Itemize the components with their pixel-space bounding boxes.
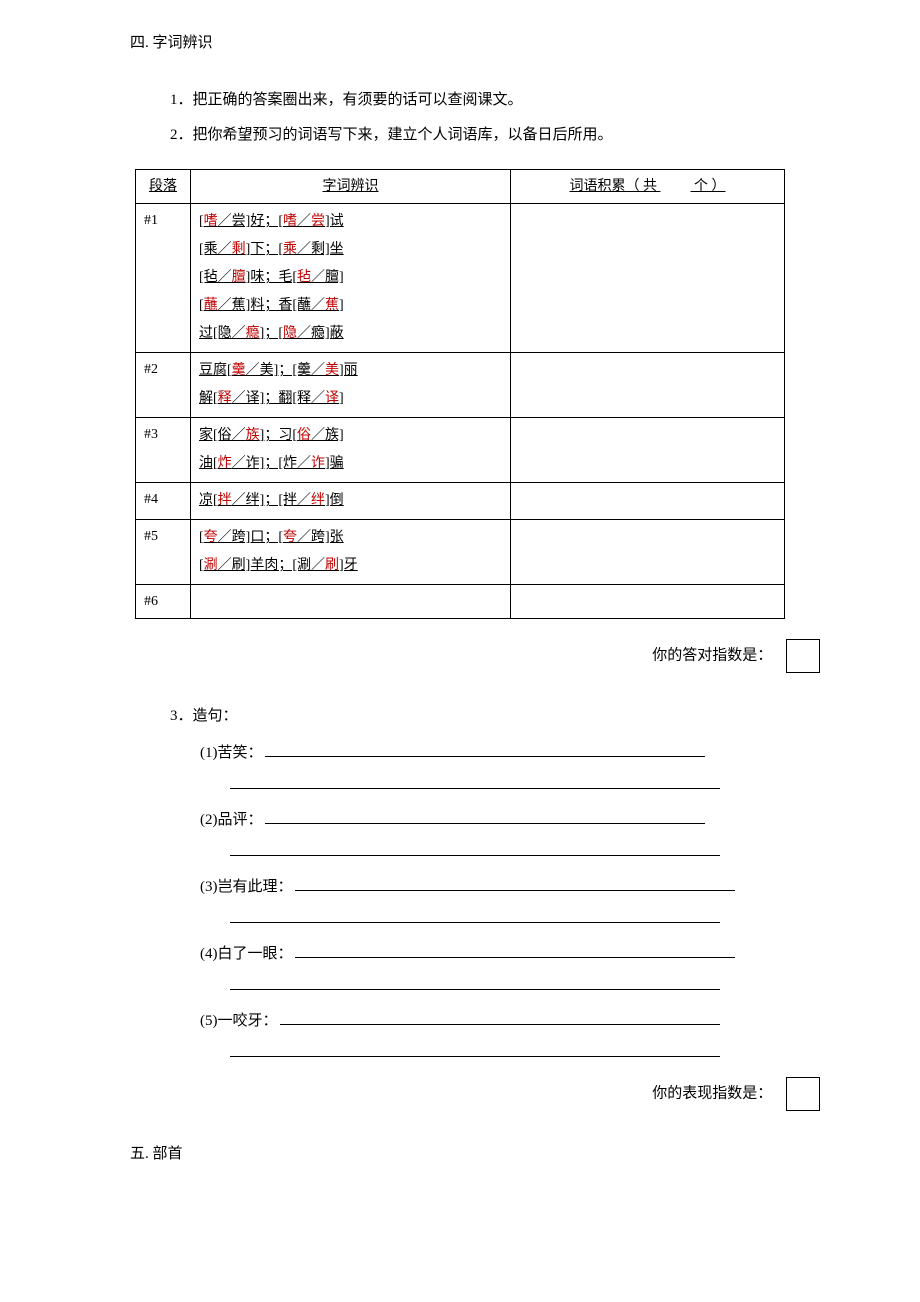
word-line: 凉[拌／绊]；[拌／绊]倒: [199, 487, 502, 515]
accum-cell[interactable]: [511, 483, 785, 520]
accum-cell[interactable]: [511, 585, 785, 619]
table-header-row: 段落 字词辨识 词语积累（ 共 个 ）: [136, 170, 785, 204]
word-line: [毡／膻]味；毛[毡／膻]: [199, 264, 502, 292]
sentence-label: (2)品评：: [200, 807, 263, 834]
table-row: #6: [136, 585, 785, 619]
segment-cell: #5: [136, 520, 191, 585]
sentence-heading: 3．造句：: [170, 703, 840, 730]
sentence-blank-continued[interactable]: [230, 771, 720, 789]
instruction-2: 2．把你希望预习的词语写下来，建立个人词语库，以备日后所用。: [170, 122, 840, 149]
score-label-1: 你的答对指数是：: [652, 648, 772, 664]
header-words: 字词辨识: [191, 170, 511, 204]
words-cell: 凉[拌／绊]；[拌／绊]倒: [191, 483, 511, 520]
words-cell: [191, 585, 511, 619]
score-box-2[interactable]: [786, 1077, 820, 1111]
sentence-blank-continued[interactable]: [230, 1039, 720, 1057]
segment-cell: #2: [136, 353, 191, 418]
sentence-blank[interactable]: [295, 876, 735, 891]
worksheet-page: 四. 字词辨识 1．把正确的答案圈出来，有须要的话可以查阅课文。 2．把你希望预…: [0, 0, 920, 1208]
sentence-label: (3)岂有此理：: [200, 874, 293, 901]
words-cell: [嗜／尝]好；[嗜／尝]试[乘／剩]下；[乘／剩]坐[毡／膻]味；毛[毡／膻][…: [191, 204, 511, 353]
section-4-heading: 四. 字词辨识: [130, 30, 840, 57]
instruction-1: 1．把正确的答案圈出来，有须要的话可以查阅课文。: [170, 87, 840, 114]
word-line: 解[释／译]；翻[释／译]: [199, 385, 502, 413]
score-line-2: 你的表现指数是：: [80, 1077, 840, 1111]
segment-cell: #6: [136, 585, 191, 619]
score-line-1: 你的答对指数是：: [80, 639, 840, 673]
segment-cell: #3: [136, 418, 191, 483]
segment-cell: #1: [136, 204, 191, 353]
score-box-1[interactable]: [786, 639, 820, 673]
table-row: #4 凉[拌／绊]；[拌／绊]倒: [136, 483, 785, 520]
sentence-item: (4)白了一眼：: [200, 941, 840, 990]
segment-cell: #4: [136, 483, 191, 520]
sentence-blank-continued[interactable]: [230, 905, 720, 923]
word-line: [乘／剩]下；[乘／剩]坐: [199, 236, 502, 264]
header-segment: 段落: [136, 170, 191, 204]
score-label-2: 你的表现指数是：: [652, 1086, 772, 1102]
word-line: [蘸／蕉]料；香[蘸／蕉]: [199, 292, 502, 320]
words-cell: 豆腐[羹／美]；[羹／美]丽解[释／译]；翻[释／译]: [191, 353, 511, 418]
accum-cell[interactable]: [511, 520, 785, 585]
sentence-label: (5)一咬牙：: [200, 1008, 278, 1035]
accum-cell[interactable]: [511, 204, 785, 353]
words-cell: 家[俗／族]；习[俗／族]油[炸／诈]；[炸／诈]骗: [191, 418, 511, 483]
word-line: 豆腐[羹／美]；[羹／美]丽: [199, 357, 502, 385]
word-line: 过[隐／瘾]；[隐／瘾]蔽: [199, 320, 502, 348]
sentence-blank[interactable]: [265, 809, 705, 824]
accum-cell[interactable]: [511, 353, 785, 418]
header-accum: 词语积累（ 共 个 ）: [511, 170, 785, 204]
sentence-label: (1)苦笑：: [200, 740, 263, 767]
header-accum-prefix: 词语积累（ 共: [570, 179, 658, 194]
sentence-block: 3．造句： (1)苦笑： (2)品评： (3)岂有此理： (4)白了一眼： (5)一咬牙…: [170, 703, 840, 1057]
word-line: [夸／跨]口；[夸／跨]张: [199, 524, 502, 552]
words-cell: [夸／跨]口；[夸／跨]张[涮／刷]羊肉；[涮／刷]牙: [191, 520, 511, 585]
sentence-blank[interactable]: [265, 742, 705, 757]
sentence-item: (5)一咬牙：: [200, 1008, 840, 1057]
word-line: [涮／刷]羊肉；[涮／刷]牙: [199, 552, 502, 580]
sentence-blank-continued[interactable]: [230, 972, 720, 990]
table-row: #2豆腐[羹／美]；[羹／美]丽解[释／译]；翻[释／译]: [136, 353, 785, 418]
table-row: #3家[俗／族]；习[俗／族]油[炸／诈]；[炸／诈]骗: [136, 418, 785, 483]
sentence-blank[interactable]: [280, 1010, 720, 1025]
sentence-blank[interactable]: [295, 943, 735, 958]
vocab-table: 段落 字词辨识 词语积累（ 共 个 ） #1[嗜／尝]好；[嗜／尝]试[乘／剩]…: [135, 169, 785, 619]
word-line: 油[炸／诈]；[炸／诈]骗: [199, 450, 502, 478]
accum-cell[interactable]: [511, 418, 785, 483]
sentence-blank-continued[interactable]: [230, 838, 720, 856]
section-5-heading: 五. 部首: [130, 1141, 840, 1168]
word-line: [嗜／尝]好；[嗜／尝]试: [199, 208, 502, 236]
sentence-item: (3)岂有此理：: [200, 874, 840, 923]
sentence-item: (2)品评：: [200, 807, 840, 856]
sentence-item: (1)苦笑：: [200, 740, 840, 789]
header-accum-suffix: 个 ）: [694, 179, 726, 194]
sentence-label: (4)白了一眼：: [200, 941, 293, 968]
instructions-list: 1．把正确的答案圈出来，有须要的话可以查阅课文。 2．把你希望预习的词语写下来，…: [170, 87, 840, 149]
table-row: #1[嗜／尝]好；[嗜／尝]试[乘／剩]下；[乘／剩]坐[毡／膻]味；毛[毡／膻…: [136, 204, 785, 353]
word-line: 家[俗／族]；习[俗／族]: [199, 422, 502, 450]
table-row: #5[夸／跨]口；[夸／跨]张[涮／刷]羊肉；[涮／刷]牙: [136, 520, 785, 585]
